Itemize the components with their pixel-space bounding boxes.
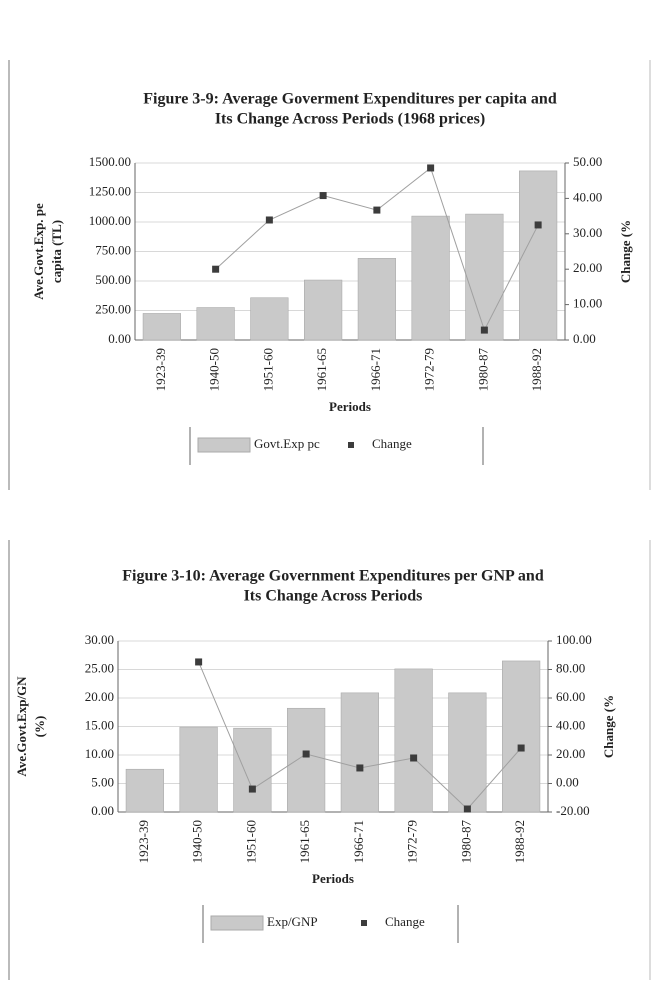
y-tick-label: 1250.00 (89, 183, 131, 198)
x-tick-label: 1951-60 (243, 820, 258, 863)
bar (357, 258, 396, 341)
bar (465, 213, 504, 341)
bar (250, 297, 289, 341)
x-tick-label: 1980-87 (475, 348, 490, 392)
x-tick-label: 1940-50 (190, 820, 205, 863)
bar (340, 692, 379, 813)
y2-tick-label: 0.00 (573, 331, 596, 346)
x-tick-label: 1923-39 (136, 820, 151, 863)
change-marker (212, 265, 220, 273)
x-tick-label: 1980-87 (458, 820, 473, 864)
change-marker (265, 216, 273, 224)
change-marker (248, 785, 256, 793)
bar (411, 215, 450, 341)
change-marker (319, 192, 327, 200)
change-marker (480, 326, 488, 334)
y-axis-label: capita (TL) (49, 220, 64, 283)
legend-swatch (197, 437, 251, 453)
y2-tick-label: -20.00 (556, 803, 590, 818)
y2-tick-label: 20.00 (573, 260, 602, 275)
y2-tick-label: 60.00 (556, 689, 585, 704)
bar (179, 726, 218, 813)
y2-axis-label: Change (% (601, 695, 616, 758)
y2-tick-label: 20.00 (556, 746, 585, 761)
bar (125, 768, 164, 813)
chart-title: Its Change Across Periods (1968 prices) (215, 111, 485, 128)
change-marker (410, 754, 418, 762)
x-tick-label: 1966-71 (351, 820, 366, 863)
x-tick-label: 1961-65 (314, 348, 329, 391)
y-tick-label: 1000.00 (89, 213, 131, 228)
y2-tick-label: 100.00 (556, 632, 592, 647)
x-tick-label: 1988-92 (529, 348, 544, 391)
y-tick-label: 0.00 (108, 331, 131, 346)
bar (304, 279, 343, 341)
legend-swatch (210, 915, 264, 931)
y-tick-label: 10.00 (85, 746, 114, 761)
legend-label: Govt.Exp pc (254, 436, 320, 451)
y-tick-label: 500.00 (95, 272, 131, 287)
bar (519, 170, 558, 341)
y2-tick-label: 40.00 (573, 189, 602, 204)
x-tick-label: 1940-50 (207, 348, 222, 391)
change-marker (534, 221, 542, 229)
y2-tick-label: 50.00 (573, 154, 602, 169)
x-tick-label: 1923-39 (153, 348, 168, 391)
x-axis-label: Periods (312, 871, 354, 886)
x-axis-label: Periods (329, 399, 371, 414)
y-axis-label: Ave.Govt.Exp. pe (31, 203, 46, 300)
legend-swatch (348, 442, 354, 448)
change-marker (302, 750, 310, 758)
x-tick-label: 1972-79 (405, 820, 420, 863)
y-tick-label: 750.00 (95, 242, 131, 257)
change-marker (463, 805, 471, 813)
y2-tick-label: 30.00 (573, 225, 602, 240)
change-marker (195, 658, 203, 666)
bar (394, 668, 433, 813)
y2-tick-label: 10.00 (573, 296, 602, 311)
change-marker (373, 206, 381, 214)
x-tick-label: 1951-60 (260, 348, 275, 391)
bar (196, 307, 235, 341)
y2-tick-label: 0.00 (556, 774, 579, 789)
legend-label: Exp/GNP (267, 914, 318, 929)
bar (287, 707, 326, 813)
legend-swatch (361, 920, 367, 926)
x-tick-label: 1966-71 (368, 348, 383, 391)
y-tick-label: 0.00 (91, 803, 114, 818)
bar (502, 660, 541, 813)
bar (233, 727, 272, 813)
y-tick-label: 25.00 (85, 660, 114, 675)
chart-title: Figure 3-9: Average Goverment Expenditur… (143, 91, 557, 108)
y-tick-label: 20.00 (85, 689, 114, 704)
bar (142, 313, 181, 341)
change-marker (517, 744, 525, 752)
y-axis-label: Ave.Govt.Exp/GN (14, 676, 29, 777)
y2-axis-label: Change (% (618, 220, 633, 283)
y2-tick-label: 80.00 (556, 660, 585, 675)
x-tick-label: 1961-65 (297, 820, 312, 863)
y-tick-label: 15.00 (85, 717, 114, 732)
legend-label: Change (385, 914, 425, 929)
legend-label: Change (372, 436, 412, 451)
x-tick-label: 1972-79 (422, 348, 437, 391)
chart-title: Figure 3-10: Average Government Expendit… (122, 568, 544, 585)
x-tick-label: 1988-92 (512, 820, 527, 863)
chart-title: Its Change Across Periods (244, 588, 423, 605)
y-tick-label: 1500.00 (89, 154, 131, 169)
change-marker (356, 764, 364, 772)
y-tick-label: 5.00 (91, 774, 114, 789)
change-marker (427, 164, 435, 172)
y2-tick-label: 40.00 (556, 717, 585, 732)
y-tick-label: 30.00 (85, 632, 114, 647)
y-tick-label: 250.00 (95, 301, 131, 316)
y-axis-label: (%) (32, 716, 47, 738)
bar (448, 692, 487, 813)
